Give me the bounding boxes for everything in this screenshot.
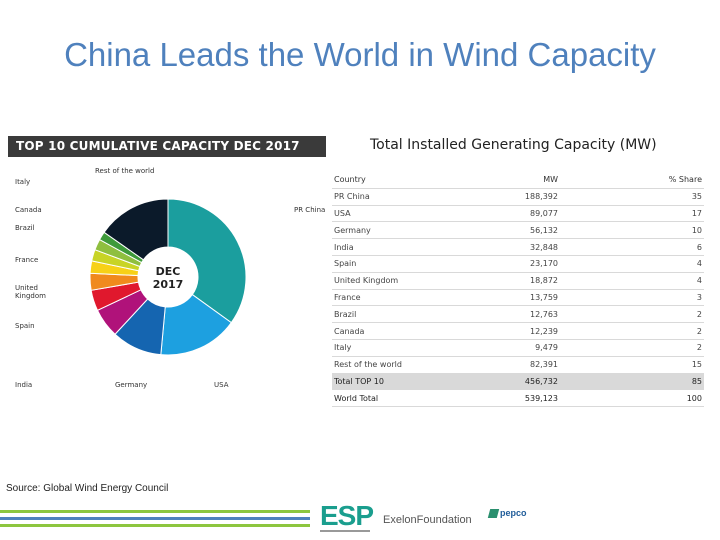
cell-mw: 12,763 <box>496 305 560 324</box>
table-row: USA 89,077 17 <box>332 205 704 223</box>
cell-mw: 188,392 <box>496 188 560 206</box>
cell-share: 2 <box>560 339 704 357</box>
slice-pr-china <box>167 198 247 324</box>
table-row: Italy 9,479 2 <box>332 339 704 357</box>
cell-mw: 82,391 <box>496 356 560 374</box>
table-title: Total Installed Generating Capacity (MW) <box>370 137 657 153</box>
header-share: % Share <box>560 172 704 189</box>
center-label: DEC <box>156 265 181 278</box>
table-row: India 32,848 6 <box>332 238 704 256</box>
cell-country: PR China <box>332 188 496 206</box>
cell-share: 2 <box>560 305 704 324</box>
cell-country: World Total <box>332 389 496 408</box>
cell-mw: 23,170 <box>496 255 560 273</box>
stripe-3 <box>0 524 310 527</box>
cell-country: India <box>332 238 496 256</box>
donut-chart: PR China USA Germany India Spain UnitedKingdo… <box>15 167 325 389</box>
table-row: Brazil 12,763 2 <box>332 305 704 324</box>
cell-mw: 56,132 <box>496 221 560 240</box>
slice-label: Rest of the world <box>95 167 154 175</box>
chart-banner: TOP 10 CUMULATIVE CAPACITY DEC 2017 <box>8 136 326 157</box>
table-row: Total TOP 10 456,732 85 <box>332 373 704 391</box>
slice-label: France <box>15 256 38 264</box>
cell-country: Total TOP 10 <box>332 373 496 391</box>
cell-mw: 89,077 <box>496 205 560 223</box>
slice-usa <box>160 293 232 356</box>
cell-share: 17 <box>560 205 704 223</box>
cell-country: Canada <box>332 322 496 340</box>
cell-share: 4 <box>560 255 704 273</box>
cell-country: Germany <box>332 221 496 240</box>
cell-mw: 18,872 <box>496 272 560 290</box>
slice-label: Germany <box>115 381 147 389</box>
cell-country: USA <box>332 205 496 223</box>
esp-logo: ESP <box>320 500 374 531</box>
table-row: Rest of the world 82,391 15 <box>332 356 704 374</box>
slice-label: Brazil <box>15 224 35 232</box>
cell-country: United Kingdom <box>332 272 496 290</box>
slice-label: USA <box>214 381 229 389</box>
source-note: Source: Global Wind Energy Council <box>6 483 169 494</box>
capacity-table: Country MW % Share PR China 188,392 35 USA 8… <box>332 172 704 408</box>
stripe-1 <box>0 510 310 513</box>
decorative-stripes <box>0 508 310 536</box>
cell-mw: 9,479 <box>496 339 560 357</box>
table-header-row: Country MW % Share <box>332 172 704 189</box>
esp-logo-underline <box>320 530 370 532</box>
slice-label: Canada <box>15 206 42 214</box>
header-country: Country <box>332 172 496 189</box>
cell-country: Italy <box>332 339 496 357</box>
table-row: United Kingdom 18,872 4 <box>332 272 704 290</box>
table-row: France 13,759 3 <box>332 289 704 307</box>
cell-mw: 32,848 <box>496 238 560 256</box>
cell-share: 4 <box>560 272 704 290</box>
cell-share: 35 <box>560 188 704 206</box>
header-mw: MW <box>496 172 560 189</box>
table-row: Germany 56,132 10 <box>332 221 704 240</box>
cell-mw: 12,239 <box>496 322 560 340</box>
cell-share: 100 <box>560 389 704 408</box>
cell-country: France <box>332 289 496 307</box>
cell-share: 85 <box>560 373 704 391</box>
table-row: Spain 23,170 4 <box>332 255 704 273</box>
cell-mw: 539,123 <box>496 389 560 408</box>
table-body: PR China 188,392 35 USA 89,077 17 Germany 56,13… <box>332 188 704 408</box>
slide-title: China Leads the World in Wind Capacity <box>64 36 656 73</box>
center-label: 2017 <box>153 278 184 291</box>
pepco-logo-text: pepco <box>500 508 527 518</box>
cell-country: Spain <box>332 255 496 273</box>
table-row: PR China 188,392 35 <box>332 188 704 206</box>
cell-share: 10 <box>560 221 704 240</box>
cell-share: 2 <box>560 322 704 340</box>
table-row: Canada 12,239 2 <box>332 322 704 340</box>
cell-share: 6 <box>560 238 704 256</box>
exelon-foundation-logo: ExelonFoundation <box>383 514 472 526</box>
stripe-2 <box>0 517 310 520</box>
slice-label: Italy <box>15 178 30 186</box>
slice-label: PR China <box>294 206 325 214</box>
cell-mw: 13,759 <box>496 289 560 307</box>
cell-mw: 456,732 <box>496 373 560 391</box>
slice-label: India <box>15 381 32 389</box>
pepco-mark-icon <box>487 509 500 519</box>
slice-rest-of-the-world <box>103 198 169 261</box>
slice-label: Spain <box>15 322 35 330</box>
cell-country: Rest of the world <box>332 356 496 374</box>
pepco-logo: pepco <box>487 508 527 519</box>
table-row: World Total 539,123 100 <box>332 389 704 408</box>
slice-label: Kingdom <box>15 292 46 300</box>
cell-share: 3 <box>560 289 704 307</box>
slice-label: United <box>15 284 38 292</box>
cell-country: Brazil <box>332 305 496 324</box>
cell-share: 15 <box>560 356 704 374</box>
